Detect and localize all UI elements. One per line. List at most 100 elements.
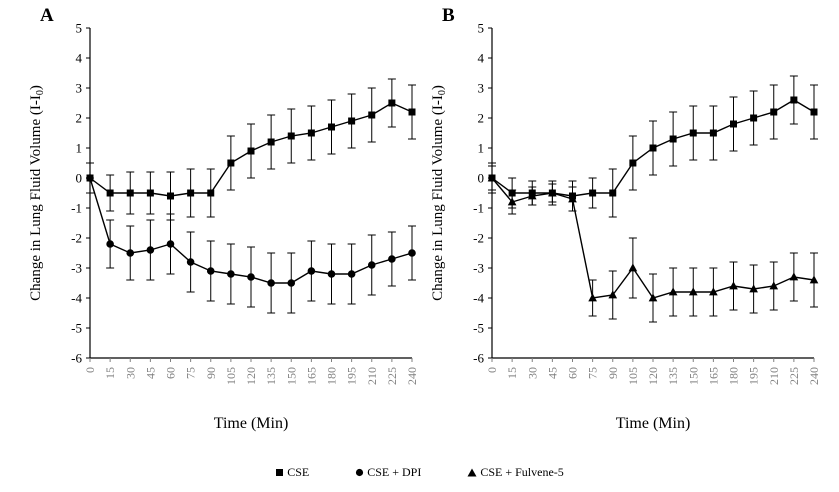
legend-item-cse-dpi: CSE + DPI: [355, 465, 421, 480]
marker-square: [589, 189, 597, 197]
marker-square: [126, 189, 134, 197]
x-tick-label: 90: [606, 367, 620, 379]
marker-square: [709, 129, 717, 137]
x-tick-label: 165: [706, 367, 720, 385]
marker-circle: [267, 279, 275, 287]
x-axis-title: Time (Min): [616, 415, 691, 432]
x-tick-label: 0: [83, 367, 97, 373]
x-axis-title: Time (Min): [214, 415, 289, 432]
y-axis-title: Change in Lung Fluid Volume (I-I0): [28, 85, 46, 301]
marker-square: [629, 159, 637, 167]
x-tick-label: 225: [385, 367, 399, 385]
legend-label-cse-fulvene: CSE + Fulvene-5: [480, 465, 564, 479]
marker-triangle: [507, 197, 517, 206]
marker-square: [669, 135, 677, 143]
y-tick-label: -6: [473, 351, 484, 366]
x-tick-label: 120: [244, 367, 258, 385]
marker-triangle: [709, 287, 718, 296]
marker-square: [689, 129, 697, 137]
marker-circle: [186, 258, 195, 266]
marker-circle: [227, 270, 235, 278]
y-tick-label: 2: [76, 111, 83, 126]
marker-square: [247, 147, 255, 155]
marker-triangle: [769, 281, 779, 290]
x-tick-label: 165: [304, 367, 318, 385]
x-tick-label: 15: [505, 367, 519, 379]
marker-triangle: [648, 293, 658, 302]
legend-label-cse: CSE: [287, 465, 310, 479]
y-tick-label: -1: [71, 201, 82, 216]
y-tick-label: -2: [71, 231, 82, 246]
chart-panels: A -6 -5 -4 -3 -2 -1 0 1 2 3 4 5 0 15 30 45 60 75 90 105 120 1…: [26, 0, 830, 440]
x-tick-label: 75: [586, 367, 600, 379]
marker-triangle: [628, 263, 638, 272]
y-tick-label: -4: [71, 291, 82, 306]
marker-circle: [126, 249, 135, 257]
marker-square: [167, 192, 174, 200]
y-tick-label: -6: [71, 351, 82, 366]
panel-b-label: B: [442, 5, 455, 26]
legend-label-cse-dpi: CSE + DPI: [367, 465, 422, 479]
marker-circle: [287, 279, 296, 287]
square-marker-icon: [275, 468, 284, 477]
panel-a: A -6 -5 -4 -3 -2 -1 0 1 2 3 4 5 0 15 30 45 60 75 90 105 120 1…: [26, 0, 428, 440]
x-tick-label: 45: [143, 367, 157, 379]
marker-triangle: [688, 287, 698, 296]
marker-triangle: [487, 173, 497, 182]
marker-circle: [347, 270, 356, 278]
x-tick-label: 180: [325, 367, 339, 385]
marker-square: [207, 189, 215, 197]
marker-triangle: [729, 281, 738, 290]
panel-a-label: A: [40, 5, 54, 26]
y-tick-label: -5: [71, 321, 82, 336]
marker-circle: [307, 267, 316, 275]
y-tick-label: 0: [76, 171, 83, 186]
y-tick-label: -3: [71, 261, 82, 276]
x-tick-label: 150: [284, 367, 298, 385]
marker-square: [287, 132, 295, 140]
marker-triangle: [668, 287, 678, 296]
marker-square: [146, 189, 154, 197]
x-tick-label: 105: [224, 367, 238, 385]
marker-circle: [146, 246, 155, 254]
marker-square: [307, 129, 315, 137]
x-tick-label: 15: [103, 367, 117, 379]
marker-square: [267, 138, 275, 146]
marker-square: [750, 114, 758, 122]
panel-b: B -6 -5 -4 -3 -2 -1 0 1 2 3 4 5 0 15 30 45 60 75 90 105 120 1…: [428, 0, 830, 440]
marker-square: [106, 189, 114, 197]
y-tick-label: 1: [478, 141, 485, 156]
y-tick-label: -2: [473, 231, 484, 246]
x-tick-label: 45: [545, 367, 559, 379]
legend-item-cse-fulvene: CSE + Fulvene-5: [467, 465, 564, 480]
series-cse-dpi: [86, 162, 416, 314]
marker-square: [649, 144, 657, 152]
marker-circle: [408, 249, 416, 257]
x-tick-label: 90: [204, 367, 218, 379]
marker-triangle: [789, 272, 799, 281]
marker-triangle: [568, 194, 577, 203]
y-tick-label: 5: [478, 21, 485, 36]
x-tick-label: 150: [686, 367, 700, 385]
y-tick-label: -5: [473, 321, 484, 336]
x-tick-label: 195: [747, 367, 761, 385]
marker-square: [368, 111, 376, 119]
x-tick-label: 30: [123, 367, 137, 379]
y-tick-label: 4: [76, 51, 83, 66]
marker-circle: [327, 270, 336, 278]
x-tick-label: 135: [264, 367, 278, 385]
marker-square: [810, 108, 818, 116]
series-cse: [86, 78, 416, 221]
x-tick-label: 240: [807, 367, 821, 385]
y-axis-title: Change in Lung Fluid Volume (I-I0): [430, 85, 448, 301]
x-tick-label: 210: [365, 367, 379, 385]
marker-square: [770, 108, 778, 116]
marker-triangle: [809, 275, 819, 284]
x-tick-label: 210: [767, 367, 781, 385]
x-tick-label: 105: [626, 367, 640, 385]
x-tick-label: 75: [184, 367, 198, 379]
legend-item-cse: CSE: [275, 465, 309, 480]
x-tick-label: 240: [405, 367, 419, 385]
